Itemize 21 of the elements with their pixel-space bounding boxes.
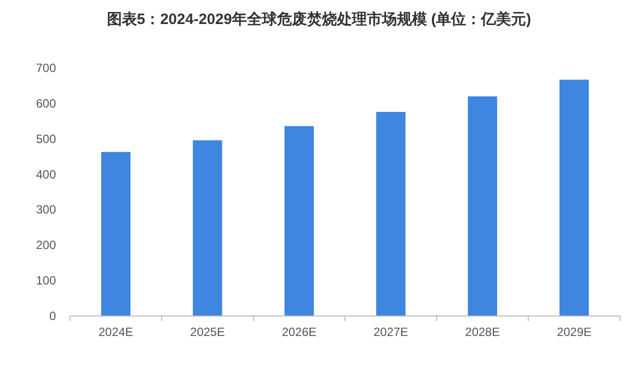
y-tick-label: 700 bbox=[36, 61, 56, 75]
x-tick-label: 2029E bbox=[556, 325, 592, 339]
chart-title: 图表5：2024-2029年全球危废焚烧处理市场规模 (单位：亿美元) bbox=[106, 10, 532, 28]
bar bbox=[101, 152, 130, 316]
bar bbox=[376, 112, 406, 316]
y-tick-label: 300 bbox=[36, 202, 56, 217]
x-tick-label: 2028E bbox=[465, 325, 500, 339]
y-tick-label: 200 bbox=[36, 238, 56, 252]
x-tick-label: 2024E bbox=[98, 325, 134, 339]
y-tick-label: 100 bbox=[36, 274, 56, 288]
bar bbox=[284, 126, 314, 316]
bar bbox=[468, 96, 498, 316]
y-tick-label: 600 bbox=[36, 96, 56, 110]
x-tick-label: 2026E bbox=[282, 325, 317, 339]
y-tick-label: 0 bbox=[49, 309, 56, 323]
x-tick-label: 2025E bbox=[190, 325, 225, 339]
y-tick-label: 400 bbox=[36, 167, 56, 182]
x-tick-label: 2027E bbox=[373, 325, 408, 339]
bar bbox=[192, 140, 222, 316]
bar bbox=[560, 80, 589, 316]
y-tick-label: 500 bbox=[36, 132, 56, 146]
